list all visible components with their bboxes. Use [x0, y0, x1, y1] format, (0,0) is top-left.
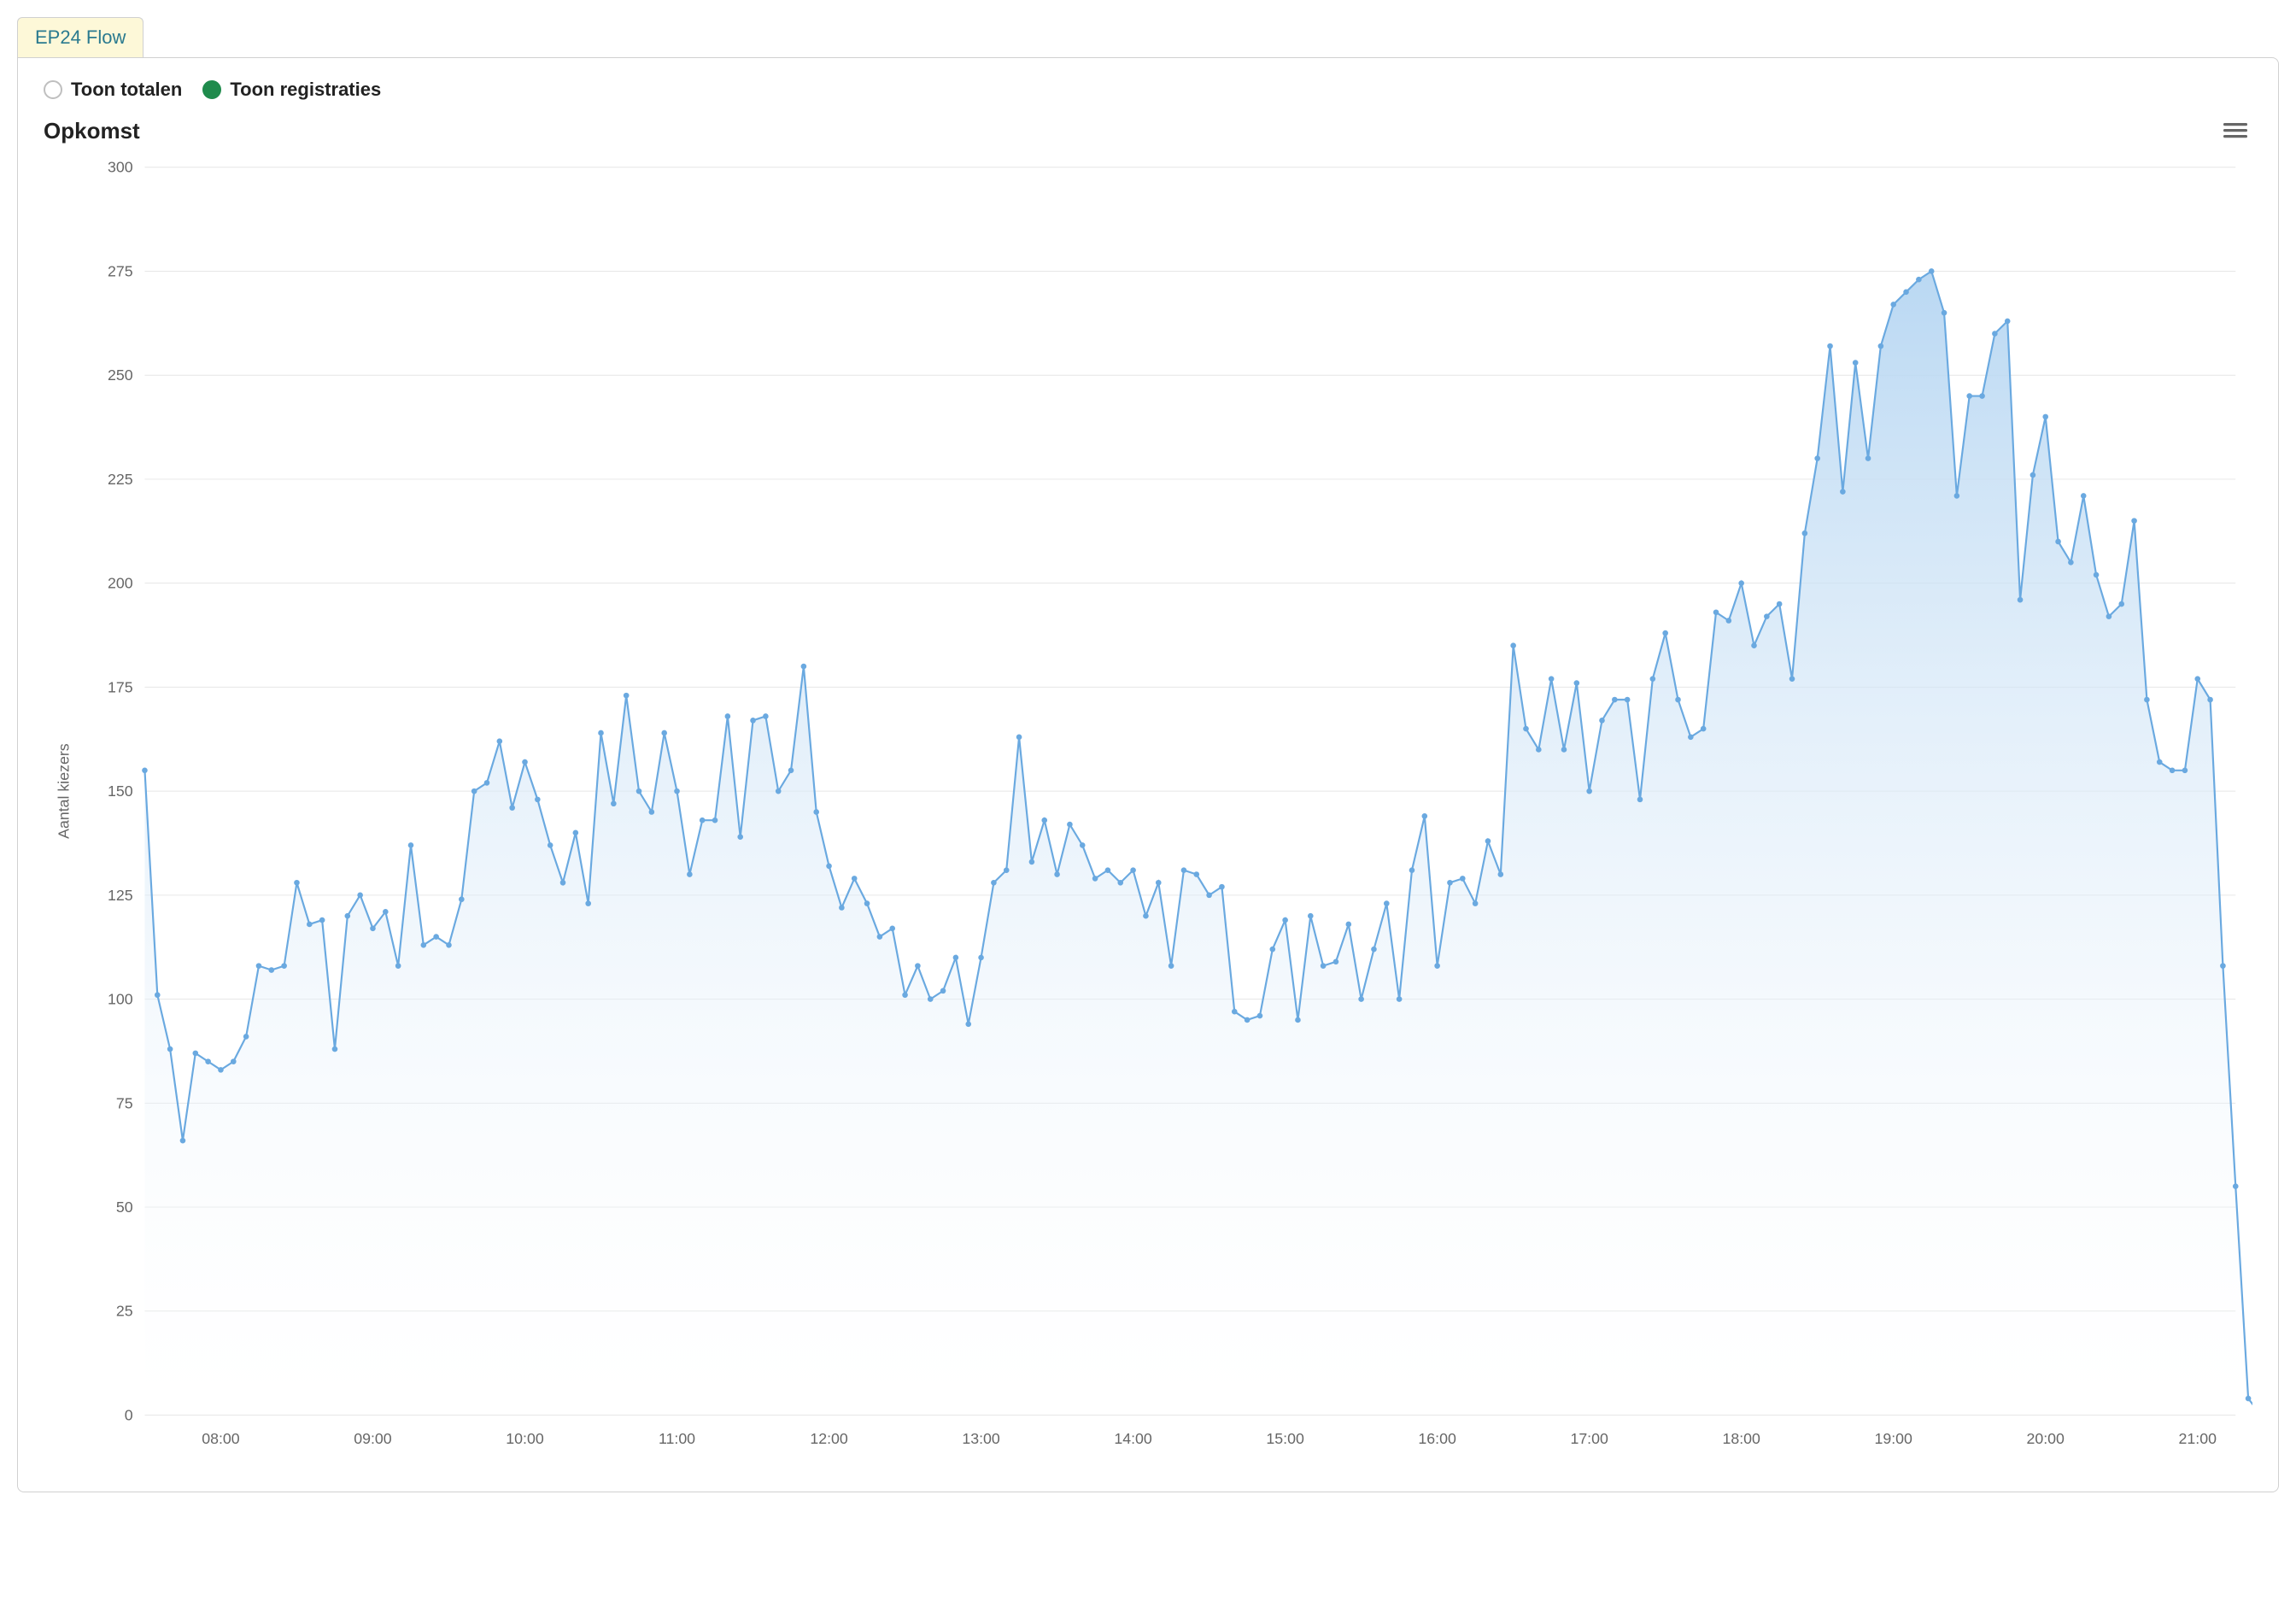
svg-text:19:00: 19:00 [1874, 1430, 1912, 1447]
legend-dot-empty-icon [44, 80, 62, 99]
tab-label: EP24 Flow [35, 26, 126, 48]
svg-text:225: 225 [108, 471, 133, 488]
chart-area: 0 25 50 75 100 125 150 175 200 225 250 275 300 08:00 0… [44, 150, 2252, 1466]
svg-text:175: 175 [108, 678, 133, 695]
svg-text:0: 0 [125, 1406, 133, 1423]
svg-text:10:00: 10:00 [506, 1430, 544, 1447]
tab-ep24-flow[interactable]: EP24 Flow [17, 17, 144, 57]
svg-text:125: 125 [108, 887, 133, 904]
svg-text:17:00: 17:00 [1570, 1430, 1608, 1447]
svg-text:200: 200 [108, 575, 133, 592]
svg-text:25: 25 [116, 1303, 133, 1320]
svg-text:08:00: 08:00 [202, 1430, 240, 1447]
svg-text:12:00: 12:00 [810, 1430, 848, 1447]
hamburger-icon [2223, 121, 2247, 140]
svg-text:16:00: 16:00 [1418, 1430, 1456, 1447]
svg-text:Aantal kiezers: Aantal kiezers [56, 743, 73, 839]
svg-text:09:00: 09:00 [354, 1430, 392, 1447]
svg-text:15:00: 15:00 [1266, 1430, 1304, 1447]
svg-text:14:00: 14:00 [1114, 1430, 1152, 1447]
svg-text:100: 100 [108, 991, 133, 1008]
legend-item-registraties[interactable]: Toon registraties [202, 79, 381, 101]
svg-text:75: 75 [116, 1094, 133, 1111]
svg-text:21:00: 21:00 [2179, 1430, 2217, 1447]
svg-text:13:00: 13:00 [962, 1430, 1000, 1447]
svg-text:250: 250 [108, 366, 133, 384]
svg-text:18:00: 18:00 [1722, 1430, 1760, 1447]
chart-panel: Toon totalen Toon registraties Opkomst 0… [17, 57, 2279, 1492]
svg-text:11:00: 11:00 [659, 1430, 695, 1447]
legend-label: Toon registraties [230, 79, 381, 101]
turnout-chart: 0 25 50 75 100 125 150 175 200 225 250 275 300 08:00 0… [44, 150, 2252, 1466]
svg-text:150: 150 [108, 782, 133, 800]
legend: Toon totalen Toon registraties [44, 79, 2252, 101]
chart-title: Opkomst [44, 118, 140, 144]
svg-text:20:00: 20:00 [2027, 1430, 2065, 1447]
chart-menu-button[interactable] [2218, 116, 2252, 145]
svg-text:50: 50 [116, 1199, 133, 1216]
svg-text:300: 300 [108, 159, 133, 176]
legend-label: Toon totalen [71, 79, 182, 101]
svg-text:275: 275 [108, 262, 133, 279]
legend-dot-filled-icon [202, 80, 221, 99]
legend-item-totalen[interactable]: Toon totalen [44, 79, 182, 101]
